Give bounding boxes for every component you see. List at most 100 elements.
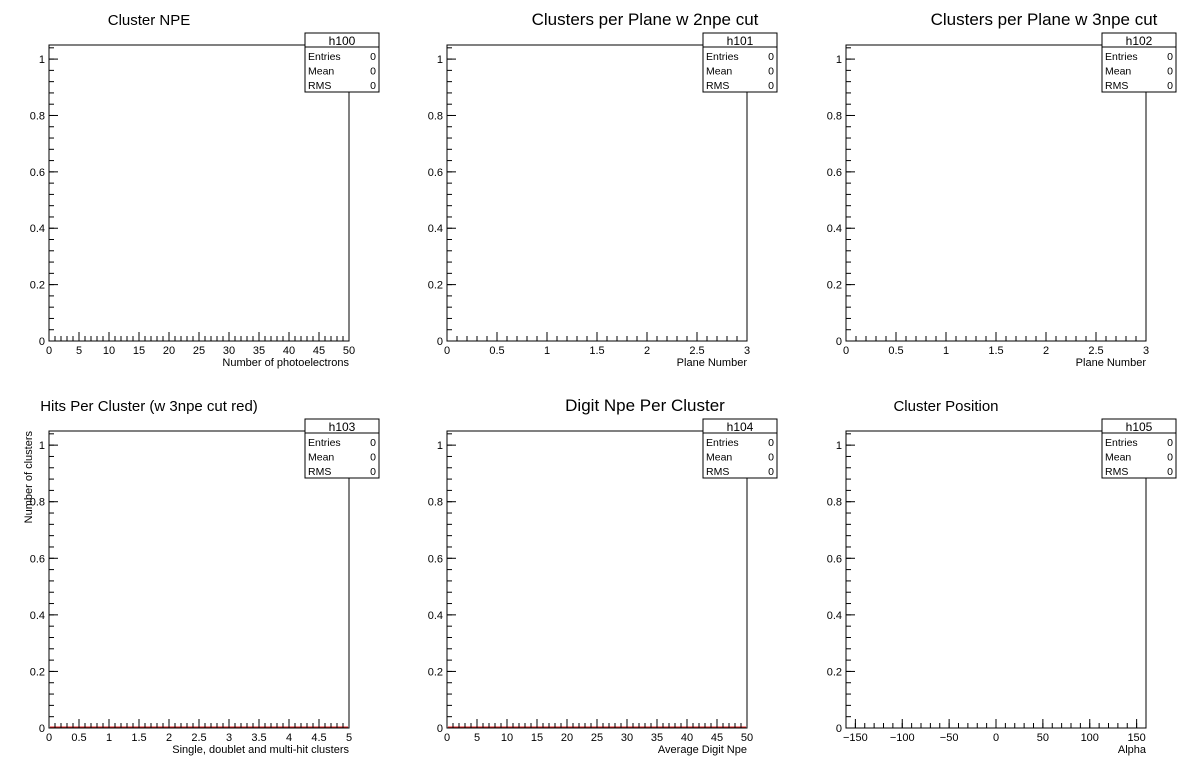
x-axis-label: Plane Number (1076, 357, 1147, 369)
stats-row-value: 0 (370, 466, 376, 478)
stats-row-label: Entries (1105, 437, 1138, 449)
x-tick-label: 5 (346, 732, 352, 744)
x-tick-label: 10 (501, 732, 513, 744)
x-tick-label: 1.5 (589, 345, 604, 357)
x-tick-label: 35 (651, 732, 663, 744)
y-tick-label: 0.6 (827, 553, 842, 565)
plot-frame (845, 430, 1147, 729)
y-tick-label: 0.8 (428, 110, 443, 122)
x-tick-label: 10 (103, 345, 115, 357)
stats-row-value: 0 (1167, 80, 1173, 92)
x-tick-label: 1 (943, 345, 949, 357)
stats-row-label: Mean (1105, 452, 1131, 464)
stats-box-frame (304, 418, 380, 479)
y-tick-label: 0 (437, 723, 443, 735)
x-tick-label: 0.5 (71, 732, 86, 744)
y-tick-label: 0.4 (827, 223, 842, 235)
y-tick-label: 0.4 (30, 223, 45, 235)
stats-row-label: RMS (308, 80, 331, 92)
stats-row-label: Entries (706, 51, 739, 63)
stats-row-value: 0 (1167, 466, 1173, 478)
stats-box-name: h101 (727, 34, 754, 48)
stats-row-label: RMS (1105, 466, 1128, 478)
x-tick-label: 4 (286, 732, 292, 744)
y-tick-label: 0.8 (428, 497, 443, 509)
x-tick-label: 50 (343, 345, 355, 357)
x-tick-label: 2 (644, 345, 650, 357)
x-tick-label: 40 (681, 732, 693, 744)
x-tick-label: 15 (531, 732, 543, 744)
stats-row-label: RMS (308, 466, 331, 478)
chart-title: Digit Npe Per Cluster (565, 396, 725, 415)
stats-row-value: 0 (370, 437, 376, 449)
x-tick-label: −50 (940, 732, 959, 744)
y-tick-label: 1 (437, 440, 443, 452)
chart-title: Clusters per Plane w 2npe cut (532, 10, 759, 29)
y-tick-label: 0.4 (827, 610, 842, 622)
x-tick-label: 0.5 (489, 345, 504, 357)
chart-title: Cluster NPE (108, 12, 191, 29)
stats-box-name: h104 (727, 420, 754, 434)
y-tick-label: 1 (437, 54, 443, 66)
stats-box: h101 Entries 0 Mean 0 RMS 0 (702, 32, 778, 93)
x-tick-label: 5 (76, 345, 82, 357)
stats-box: h102 Entries 0 Mean 0 RMS 0 (1101, 32, 1177, 93)
x-tick-label: 15 (133, 345, 145, 357)
y-tick-label: 0 (39, 336, 45, 348)
histogram-panel-h104: 00.20.40.60.810 5 10 15 20 25 30 35 40 45 50Averag… (428, 396, 778, 756)
x-tick-label: −100 (890, 732, 915, 744)
y-tick-label: 0.4 (30, 610, 45, 622)
x-tick-label: 0 (444, 732, 450, 744)
x-tick-label: 25 (591, 732, 603, 744)
y-tick-label: 0.8 (30, 110, 45, 122)
x-tick-label: 20 (561, 732, 573, 744)
x-tick-label: 2 (166, 732, 172, 744)
y-tick-label: 0.4 (428, 223, 443, 235)
stats-row-value: 0 (1167, 437, 1173, 449)
chart-title: Hits Per Cluster (w 3npe cut red) (40, 398, 258, 415)
stats-box: h103 Entries 0 Mean 0 RMS 0 (304, 418, 380, 479)
stats-row-label: Entries (706, 437, 739, 449)
y-tick-label: 1 (39, 440, 45, 452)
x-axis-label: Plane Number (677, 357, 748, 369)
stats-row-value: 0 (370, 80, 376, 92)
stats-row-value: 0 (370, 452, 376, 464)
stats-row-value: 0 (370, 51, 376, 63)
stats-row-value: 0 (1167, 51, 1173, 63)
y-tick-label: 0.2 (827, 280, 842, 292)
x-tick-label: 3.5 (251, 732, 266, 744)
chart-title: Cluster Position (893, 398, 998, 415)
y-tick-label: 1 (836, 440, 842, 452)
stats-row-label: Mean (308, 66, 334, 78)
y-tick-label: 0 (836, 336, 842, 348)
y-tick-label: 1 (39, 54, 45, 66)
plot-frame (845, 44, 1147, 342)
stats-box-name: h102 (1126, 34, 1153, 48)
stats-box: h105 Entries 0 Mean 0 RMS 0 (1101, 418, 1177, 479)
stats-box-frame (702, 418, 778, 479)
x-tick-label: 0 (46, 345, 52, 357)
chart-title: Clusters per Plane w 3npe cut (931, 10, 1158, 29)
x-tick-label: 100 (1081, 732, 1099, 744)
stats-box-frame (702, 32, 778, 93)
stats-row-value: 0 (768, 66, 774, 78)
plot-frame (48, 430, 350, 729)
stats-row-label: Mean (706, 452, 732, 464)
stats-row-label: Mean (1105, 66, 1131, 78)
x-tick-label: 25 (193, 345, 205, 357)
y-tick-label: 0.8 (827, 110, 842, 122)
x-tick-label: 40 (283, 345, 295, 357)
stats-box-name: h105 (1126, 420, 1153, 434)
histogram-panel-h103: 0 0.2 0.4 0.6 0.8 1 0 0.5 1 1.5 2 2.5 3 3.5 4 4.5 5Singl… (23, 398, 380, 756)
y-tick-label: 0.2 (827, 666, 842, 678)
x-tick-label: 5 (474, 732, 480, 744)
x-tick-label: 20 (163, 345, 175, 357)
stats-row-label: RMS (1105, 80, 1128, 92)
x-tick-label: 45 (313, 345, 325, 357)
x-tick-label: 1.5 (131, 732, 146, 744)
x-tick-label: 45 (711, 732, 723, 744)
x-axis-label: Number of photoelectrons (222, 357, 349, 369)
stats-row-label: Entries (308, 51, 341, 63)
y-tick-label: 0.2 (30, 280, 45, 292)
